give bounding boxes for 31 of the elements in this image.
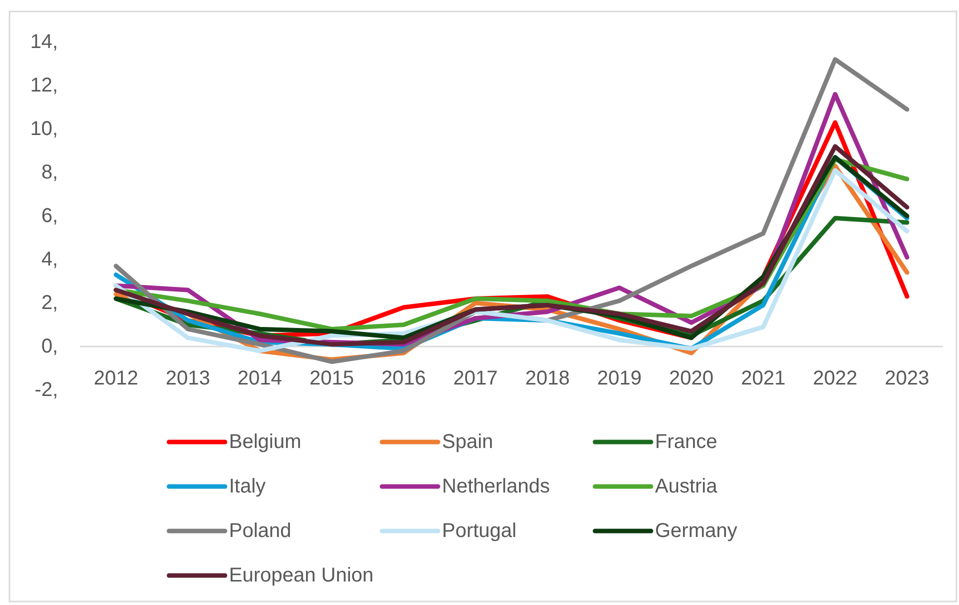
legend-label: Italy	[229, 476, 266, 498]
legend-label: Spain	[442, 431, 494, 453]
x-tick-label: 2014	[238, 368, 282, 390]
legend-label: France	[655, 431, 718, 453]
y-tick-label: 10,	[30, 118, 58, 140]
legend-label: Netherlands	[442, 476, 550, 498]
x-tick-label: 2022	[812, 368, 858, 390]
x-tick-label: 2016	[381, 368, 426, 390]
x-tick-label: 2023	[884, 368, 930, 390]
y-tick-label: 4,	[41, 248, 58, 270]
y-tick-label: 14,	[30, 31, 58, 53]
y-tick-label: 0,	[41, 336, 58, 358]
y-tick-label: 6,	[41, 205, 58, 227]
legend-label: Austria	[655, 476, 718, 498]
legend-label: European Union	[229, 564, 374, 586]
x-tick-label: 2012	[94, 368, 138, 390]
x-tick-label: 2019	[597, 368, 642, 390]
legend-label: Belgium	[229, 431, 302, 453]
legend-label: Germany	[655, 520, 738, 542]
legend-label: Poland	[229, 520, 292, 542]
x-tick-label: 2021	[740, 368, 786, 390]
y-tick-label: 8,	[41, 162, 58, 184]
y-tick-label: 12,	[30, 74, 58, 96]
legend-label: Portugal	[442, 520, 516, 542]
x-tick-label: 2015	[309, 368, 354, 390]
x-tick-label: 2018	[525, 368, 570, 390]
x-tick-label: 2017	[453, 368, 498, 390]
y-tick-label: 2,	[41, 292, 58, 314]
x-tick-label: 2020	[669, 368, 714, 390]
y-tick-label: -2,	[34, 379, 58, 401]
x-tick-label: 2013	[166, 368, 210, 390]
